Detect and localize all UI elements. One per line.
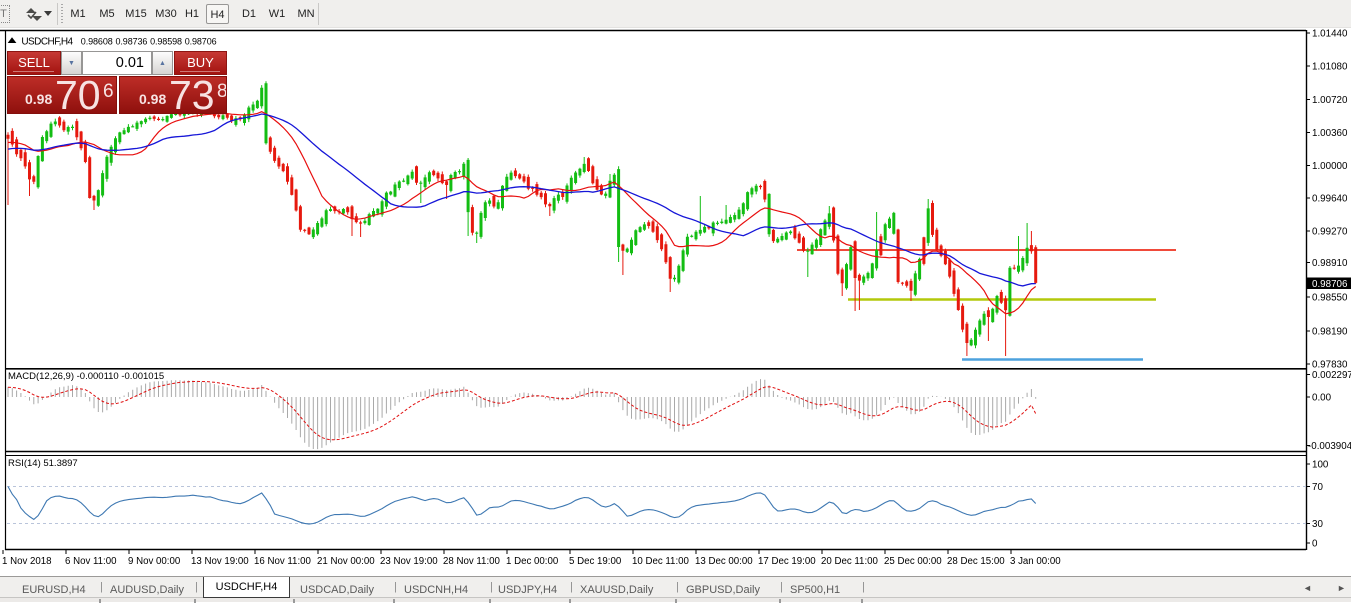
svg-text:0: 0 (1312, 539, 1318, 550)
svg-text:RSI(14) 51.3897: RSI(14) 51.3897 (8, 458, 78, 469)
svg-text:13 Dec 00:00: 13 Dec 00:00 (695, 556, 753, 567)
svg-text:-0.003904: -0.003904 (1308, 441, 1351, 452)
svg-text:28 Dec 15:00: 28 Dec 15:00 (947, 556, 1005, 567)
svg-text:0.98910: 0.98910 (1312, 258, 1348, 269)
svg-text:20 Dec 11:00: 20 Dec 11:00 (821, 556, 879, 567)
svg-text:16 Nov 11:00: 16 Nov 11:00 (254, 556, 312, 567)
svg-text:0.98706: 0.98706 (1312, 279, 1348, 290)
svg-text:3 Jan 00:00: 3 Jan 00:00 (1010, 556, 1061, 567)
svg-text:0.99270: 0.99270 (1312, 227, 1348, 238)
svg-text:0.98190: 0.98190 (1312, 327, 1348, 338)
svg-text:17 Dec 19:00: 17 Dec 19:00 (758, 556, 816, 567)
svg-text:0.98608: 0.98608 (81, 37, 113, 47)
svg-text:6 Nov 11:00: 6 Nov 11:00 (65, 556, 117, 567)
svg-text:1 Dec 00:00: 1 Dec 00:00 (506, 556, 559, 567)
svg-text:MACD(12,26,9) -0.000110 -0.001: MACD(12,26,9) -0.000110 -0.001015 (8, 371, 164, 382)
svg-text:USDCHF,H4: USDCHF,H4 (21, 37, 73, 48)
svg-text:28 Nov 11:00: 28 Nov 11:00 (443, 556, 501, 567)
svg-text:0.97830: 0.97830 (1312, 360, 1348, 371)
svg-text:0.98736: 0.98736 (116, 37, 148, 47)
svg-text:25 Dec 00:00: 25 Dec 00:00 (884, 556, 942, 567)
svg-text:1.01080: 1.01080 (1312, 62, 1348, 73)
svg-text:1.00720: 1.00720 (1312, 95, 1348, 106)
svg-text:0.99640: 0.99640 (1312, 194, 1348, 205)
svg-text:0.98550: 0.98550 (1312, 293, 1348, 304)
svg-text:0.002297: 0.002297 (1312, 370, 1351, 381)
svg-text:23 Nov 19:00: 23 Nov 19:00 (380, 556, 438, 567)
svg-text:1 Nov 2018: 1 Nov 2018 (2, 556, 52, 567)
svg-text:0.98706: 0.98706 (185, 37, 217, 47)
svg-text:10 Dec 11:00: 10 Dec 11:00 (632, 556, 690, 567)
svg-text:0.00: 0.00 (1312, 393, 1332, 404)
svg-text:13 Nov 19:00: 13 Nov 19:00 (191, 556, 249, 567)
svg-text:70: 70 (1312, 482, 1323, 493)
svg-text:100: 100 (1312, 460, 1329, 471)
svg-text:0.98598: 0.98598 (150, 37, 182, 47)
svg-text:5 Dec 19:00: 5 Dec 19:00 (569, 556, 622, 567)
svg-text:21 Nov 00:00: 21 Nov 00:00 (317, 556, 375, 567)
svg-text:1.00000: 1.00000 (1312, 161, 1348, 172)
svg-text:1.01440: 1.01440 (1312, 29, 1348, 40)
svg-text:9 Nov 00:00: 9 Nov 00:00 (128, 556, 181, 567)
svg-text:1.00360: 1.00360 (1312, 128, 1348, 139)
svg-text:30: 30 (1312, 519, 1323, 530)
